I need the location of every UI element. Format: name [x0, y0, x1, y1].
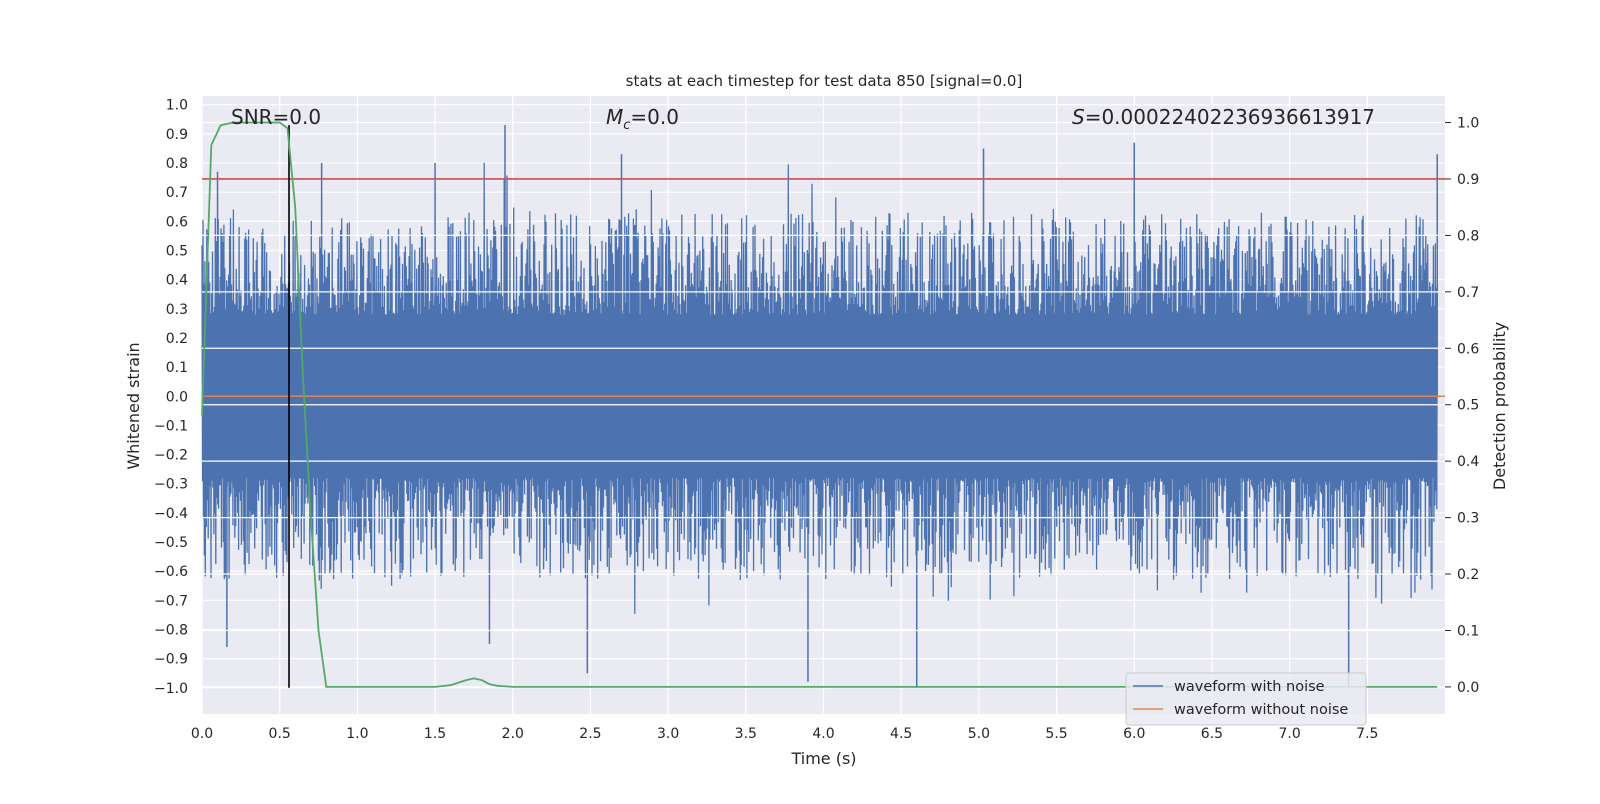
chirp-mass-subscript: c [623, 118, 630, 133]
y-tick-label: 0.0 [166, 389, 188, 405]
y-axis-label: Whitened strain [124, 342, 143, 469]
x-axis-label: Time (s) [790, 749, 856, 768]
x-tick-label: 0.0 [191, 726, 213, 742]
snr-annotation: SNR=0.0 [231, 105, 321, 129]
legend-box [1125, 672, 1367, 726]
chart-title: stats at each timestep for test data 850… [626, 72, 1023, 90]
y-tick-label: −0.8 [154, 622, 188, 638]
x-tick-label: 7.5 [1356, 726, 1378, 742]
y2-tick-label: 0.3 [1457, 511, 1479, 527]
statistic-value: =0.00022402236936613917 [1085, 105, 1375, 129]
x-tick-label: 4.0 [812, 726, 834, 742]
y-tick-label: −0.7 [154, 593, 188, 609]
y-tick-label: 0.7 [166, 185, 188, 201]
chirp-mass-annotation: Mc=0.0 [606, 105, 679, 133]
y2-tick-label: 0.5 [1457, 398, 1479, 414]
statistic-symbol: S [1072, 105, 1085, 129]
x-tick-label: 3.0 [657, 726, 679, 742]
y-tick-label: −0.1 [154, 418, 188, 434]
y2-tick-label: 0.6 [1457, 341, 1479, 357]
x-tick-label: 6.5 [1201, 726, 1223, 742]
y-tick-label: −0.2 [154, 448, 188, 464]
y2-tick-label: 0.2 [1457, 567, 1479, 583]
axes: 0.0 0.5 1.0 1.5 2.0 2.5 3.0 3.5 4.0 4.5 5.0 5.5 6.0 6… [154, 98, 1479, 742]
y-tick-label: 0.5 [166, 244, 188, 260]
y2-tick-label: 0.7 [1457, 285, 1479, 301]
y2-tick-label: 0.4 [1457, 454, 1479, 470]
y2-axis-label: Detection probability [1490, 322, 1509, 490]
y2-tick-label: 1.0 [1457, 116, 1479, 132]
legend-label-noise: waveform with noise [1174, 679, 1325, 695]
chirp-mass-value: =0.0 [630, 105, 679, 129]
x-tick-label: 1.0 [346, 726, 368, 742]
y-tick-label: 0.1 [166, 360, 188, 376]
y-tick-label: −0.9 [154, 652, 188, 668]
x-tick-label: 3.5 [735, 726, 757, 742]
y-tick-label: 0.9 [166, 127, 188, 143]
y-tick-label: 0.3 [166, 302, 188, 318]
y2-tick-label: 0.1 [1457, 623, 1479, 639]
statistic-annotation: S=0.00022402236936613917 [1072, 105, 1375, 129]
y-tick-label: 1.0 [166, 98, 188, 114]
y-tick-label: −0.3 [154, 477, 188, 493]
legend-label-clean: waveform without noise [1174, 702, 1348, 718]
y-tick-label: 0.6 [166, 214, 188, 230]
chirp-mass-symbol: M [606, 105, 623, 129]
y-tick-label: 0.8 [166, 156, 188, 172]
x-tick-label: 4.5 [890, 726, 912, 742]
x-tick-label: 6.0 [1123, 726, 1145, 742]
y-tick-label: −0.5 [154, 535, 188, 551]
y-tick-label: −1.0 [154, 681, 188, 697]
y-tick-label: −0.6 [154, 564, 188, 580]
detection-probability-line [201, 121, 1438, 688]
y-tick-label: 0.4 [166, 273, 188, 289]
y2-tick-label: 0.0 [1457, 680, 1479, 696]
y2-tick-label: 0.9 [1457, 172, 1479, 188]
x-tick-label: 5.5 [1045, 726, 1067, 742]
x-tick-label: 0.5 [269, 726, 291, 742]
x-tick-label: 1.5 [424, 726, 446, 742]
y2-tick-label: 0.8 [1457, 228, 1479, 244]
x-tick-label: 7.0 [1278, 726, 1300, 742]
y-tick-label: −0.4 [154, 506, 188, 522]
x-tick-label: 5.0 [968, 726, 990, 742]
x-tick-label: 2.0 [502, 726, 524, 742]
x-tick-label: 2.5 [579, 726, 601, 742]
y-tick-label: 0.2 [166, 331, 188, 347]
series-lines [201, 121, 1445, 688]
legend: waveform with noise waveform without noi… [1125, 672, 1367, 726]
